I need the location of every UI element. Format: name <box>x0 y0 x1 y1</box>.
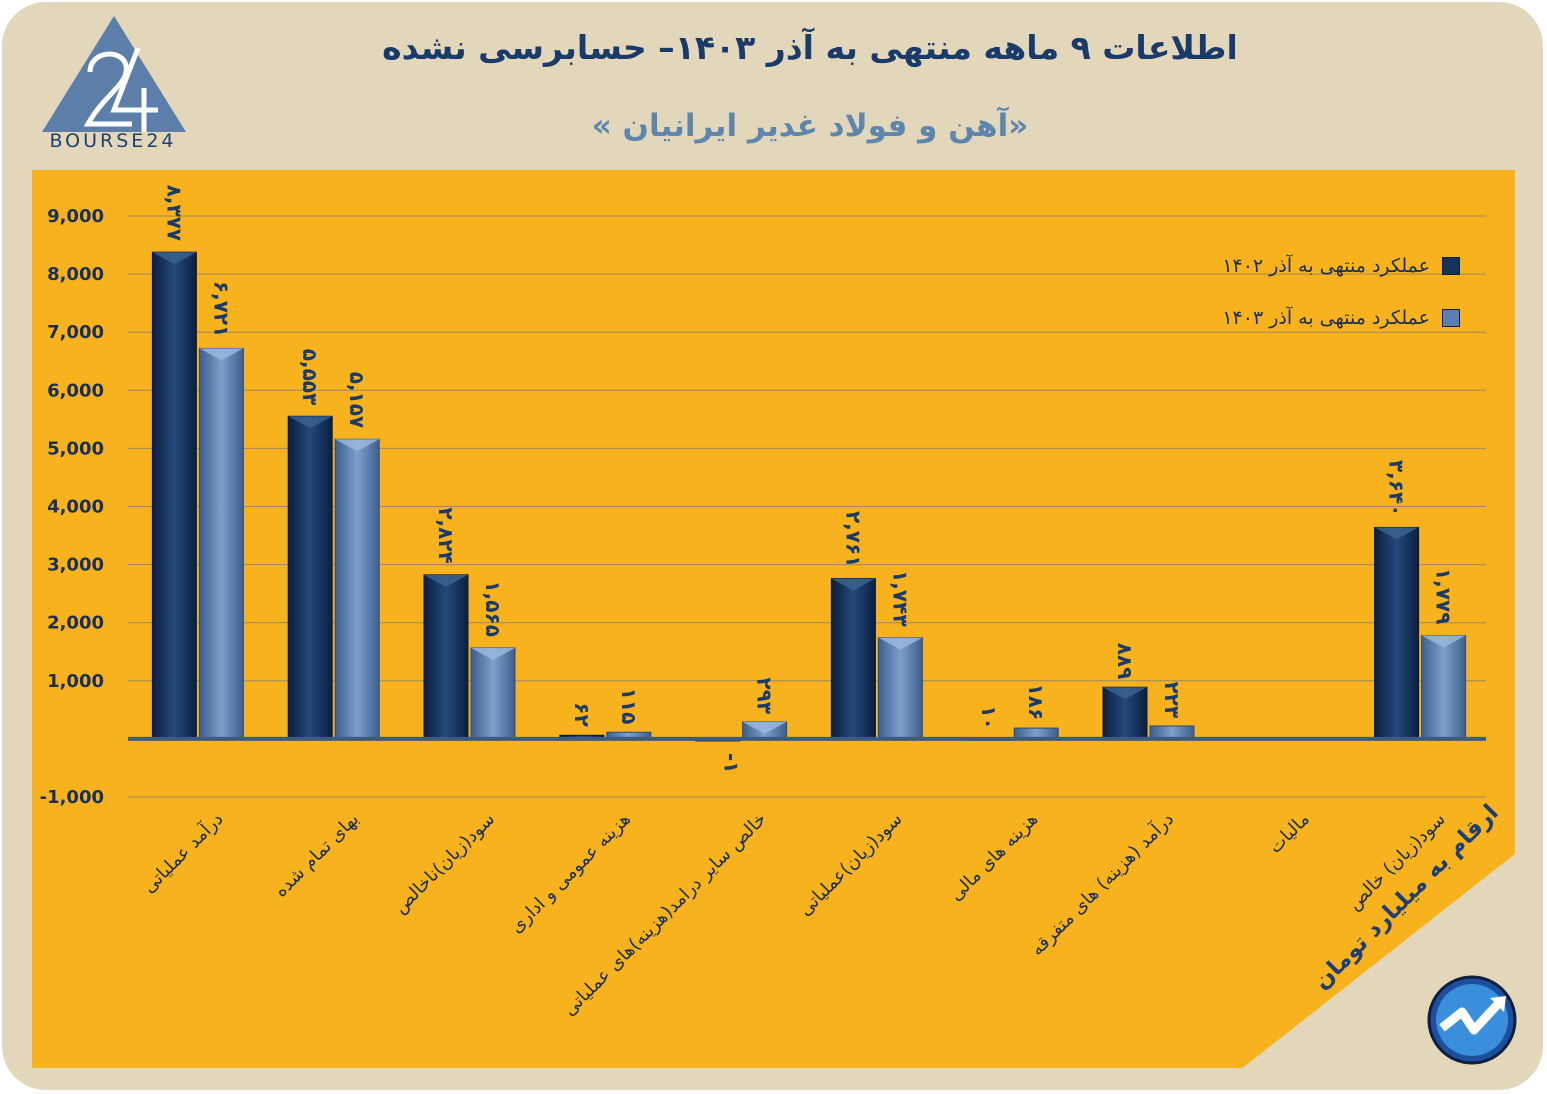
bar-1403 <box>470 647 516 740</box>
legend-swatch-1403 <box>1442 309 1460 327</box>
value-label: ۲,۸۲۴ <box>434 507 458 563</box>
value-label: ۶۲ <box>570 702 594 726</box>
category-label: هزینه عمومی و اداری <box>506 809 635 938</box>
y-axis-ticks: -1,000 1,000 2,000 3,000 4,000 5,000 6,000 7,00… <box>40 206 104 808</box>
bar-bevel <box>152 252 197 265</box>
y-tick-label: 5,000 <box>47 438 104 459</box>
y-tick-label: 8,000 <box>47 264 104 285</box>
legend-item-1402: عملکرد منتهی به آذر ۱۴۰۲ <box>1160 240 1460 292</box>
category-label: سود(زیان)عملیاتی <box>795 809 907 921</box>
page-title: اطلاعات ۹ ماهه منتهی به آذر ۱۴۰۳– حسابرس… <box>382 28 1238 67</box>
chart-panel <box>32 170 1515 1068</box>
bar-1402 <box>151 251 197 740</box>
bar-1402 <box>287 415 333 740</box>
value-label: ۳,۶۴۰ <box>1385 460 1409 516</box>
value-label: ۱۰ <box>977 705 1001 729</box>
value-label: ۱۱۵ <box>617 688 641 725</box>
logo-text: BOURSE24 <box>49 130 177 152</box>
bar-1402 <box>830 577 876 740</box>
value-label: ۱۸۶ <box>1024 684 1048 721</box>
bar-bevel <box>1103 687 1147 700</box>
category-label: بهای تمام شده <box>270 809 363 902</box>
value-label: ۱,۷۷۹ <box>1432 568 1456 624</box>
trend-arrow-icon <box>1427 975 1517 1065</box>
value-label: ۵,۵۵۳ <box>298 349 322 405</box>
y-tick-label: 2,000 <box>47 613 104 634</box>
category-label: هزینه های مالی <box>946 809 1043 906</box>
category-label: سود(زیان)ناخالص <box>390 809 499 918</box>
bar-bevel <box>1374 527 1419 540</box>
value-labels: ۸,۳۷۷ ۶,۷۲۱ ۵,۵۵۳ ۵,۱۵۷ ۲,۸۲۴ ۱,۵۶۵ ۶۲ ۱۱۵ -۱ ۲۹۳… <box>162 185 1455 774</box>
bar-1402 <box>1374 526 1420 740</box>
bar-bevel <box>288 416 333 429</box>
bar-bevel <box>1421 635 1466 648</box>
bar-1403 <box>334 438 380 740</box>
legend-swatch-1402 <box>1442 257 1460 275</box>
bourse24-logo <box>42 16 186 132</box>
value-label: ۲,۷۶۱ <box>841 511 865 567</box>
value-label: -۱ <box>720 753 744 774</box>
bar-1402 <box>423 574 469 740</box>
legend-label-1403: عملکرد منتهی به آذر ۱۴۰۳ <box>1222 307 1430 329</box>
y-tick-label: 4,000 <box>47 497 104 518</box>
value-label: ۸۸۹ <box>1113 643 1137 680</box>
bar-bevel <box>471 647 515 660</box>
y-tick-label: 6,000 <box>47 380 104 401</box>
bar-bevel <box>831 578 876 591</box>
y-tick-label: 1,000 <box>47 671 104 692</box>
value-label: ۲۲۳ <box>1160 681 1184 718</box>
page-subtitle: «آهن و فولاد غدیر ایرانیان » <box>591 108 1029 144</box>
bar-1403 <box>198 347 244 740</box>
category-label: درآمد عملیاتی <box>137 807 227 897</box>
bar-bevel <box>335 439 380 452</box>
category-label: درآمد (هزینه) های متفرقه <box>1025 807 1178 960</box>
value-label: ۵,۱۵۷ <box>345 372 369 428</box>
value-label: ۱,۷۴۳ <box>888 570 912 626</box>
bar-bevel <box>742 721 787 734</box>
y-tick-label: -1,000 <box>40 787 104 808</box>
bar-bevel <box>878 637 923 650</box>
bar-1403 <box>877 637 923 740</box>
legend: عملکرد منتهی به آذر ۱۴۰۲ عملکرد منتهی به… <box>1160 240 1460 344</box>
value-label: ۸,۳۷۷ <box>162 185 186 241</box>
bar-bevel <box>424 574 468 587</box>
y-tick-label: 9,000 <box>47 206 104 227</box>
bars <box>151 251 1467 742</box>
legend-label-1402: عملکرد منتهی به آذر ۱۴۰۲ <box>1222 255 1430 277</box>
category-labels: درآمد عملیاتی بهای تمام شده سود(زیان)ناخال… <box>137 807 1449 1020</box>
bar-1403 <box>1421 635 1467 740</box>
grid-lines <box>128 215 1486 798</box>
value-label: ۱,۵۶۵ <box>481 580 505 636</box>
value-label: ۲۹۳ <box>753 677 777 714</box>
category-label: مالیات <box>1265 809 1314 858</box>
value-label: ۶,۷۲۱ <box>209 281 233 337</box>
y-tick-label: 7,000 <box>47 322 104 343</box>
y-tick-label: 3,000 <box>47 555 104 576</box>
bar-bevel <box>199 348 244 361</box>
legend-item-1403: عملکرد منتهی به آذر ۱۴۰۳ <box>1160 292 1460 344</box>
